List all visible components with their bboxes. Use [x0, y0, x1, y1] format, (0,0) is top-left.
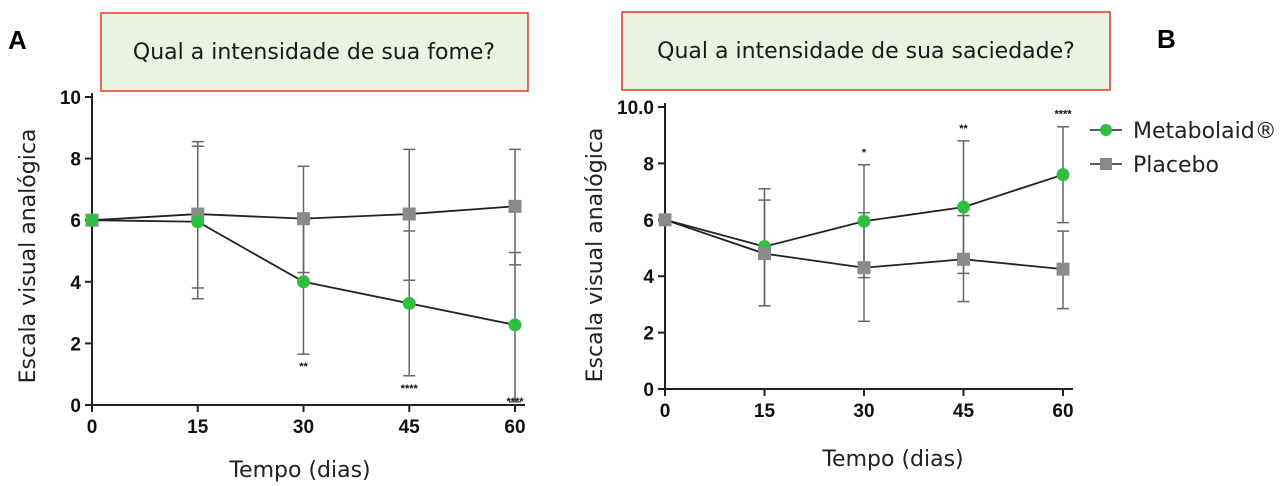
x-tick-label-a: 15 — [187, 417, 209, 438]
x-axis-label-b: Tempo (dias) — [821, 447, 963, 472]
question-text-b: Qual a intensidade de sua saciedade? — [657, 39, 1075, 64]
significance-marker-b: ** — [959, 123, 968, 135]
y-tick-label-a: 4 — [70, 273, 81, 294]
significance-marker-a: **** — [401, 383, 419, 395]
data-point-placebo-a — [297, 212, 310, 226]
data-point-placebo-b — [857, 261, 871, 275]
y-axis-label-b: Escala visual analógica — [583, 128, 608, 383]
legend-marker-placebo — [1100, 158, 1112, 170]
y-tick-label-a: 8 — [70, 150, 81, 171]
legend-label-metabolaid: Metabolaid® — [1133, 119, 1277, 144]
y-tick-label-b: 10.0 — [617, 98, 654, 119]
question-box-a — [100, 12, 529, 92]
significance-marker-a: **** — [506, 396, 524, 408]
data-point-metabolaid-b — [957, 200, 970, 214]
panel-a-label: A — [8, 25, 27, 55]
x-tick-label-a: 0 — [87, 417, 98, 438]
data-point-metabolaid-a — [508, 318, 522, 332]
y-tick-label-b: 2 — [643, 324, 654, 345]
panel-b-label: B — [1157, 24, 1176, 54]
data-point-placebo-b — [1056, 262, 1070, 276]
x-tick-label-a: 45 — [399, 417, 421, 438]
y-axis-label-a: Escala visual analógica — [16, 129, 41, 384]
y-tick-label-a: 6 — [70, 211, 81, 232]
x-tick-label-b: 60 — [1052, 401, 1073, 422]
y-tick-label-b: 8 — [643, 154, 654, 175]
data-point-metabolaid-a — [191, 215, 205, 229]
legend-label-placebo: Placebo — [1133, 153, 1219, 178]
data-point-placebo-b — [658, 213, 672, 227]
significance-marker-a: ** — [299, 361, 308, 373]
significance-marker-b: * — [862, 147, 867, 159]
x-tick-label-b: 0 — [660, 401, 671, 422]
question-box-b — [621, 11, 1111, 91]
data-point-metabolaid-a — [85, 213, 99, 227]
x-tick-label-b: 15 — [754, 401, 776, 422]
legend-marker-metabolaid — [1100, 124, 1112, 136]
data-point-placebo-a — [402, 207, 416, 221]
y-tick-label-b: 6 — [643, 211, 654, 232]
data-point-metabolaid-b — [1056, 168, 1070, 182]
x-tick-label-a: 30 — [293, 417, 314, 438]
significance-marker-b: **** — [1054, 109, 1072, 121]
data-point-metabolaid-b — [857, 214, 871, 228]
y-tick-label-b: 0 — [643, 380, 654, 401]
data-point-placebo-a — [508, 199, 522, 213]
question-text-a: Qual a intensidade de sua fome? — [133, 40, 495, 65]
x-axis-label-a: Tempo (dias) — [228, 458, 370, 483]
x-tick-label-b: 45 — [953, 401, 975, 422]
y-tick-label-b: 4 — [643, 267, 654, 288]
y-tick-label-a: 0 — [70, 396, 81, 417]
data-point-metabolaid-a — [402, 296, 416, 310]
data-point-placebo-b — [957, 252, 970, 266]
x-tick-label-b: 30 — [853, 401, 874, 422]
data-point-placebo-b — [758, 247, 771, 261]
y-tick-label-a: 2 — [70, 334, 81, 355]
x-tick-label-a: 60 — [504, 417, 525, 438]
legend: Metabolaid® Placebo — [1090, 119, 1277, 178]
data-point-metabolaid-a — [297, 275, 310, 289]
y-tick-label-a: 10 — [60, 88, 81, 109]
